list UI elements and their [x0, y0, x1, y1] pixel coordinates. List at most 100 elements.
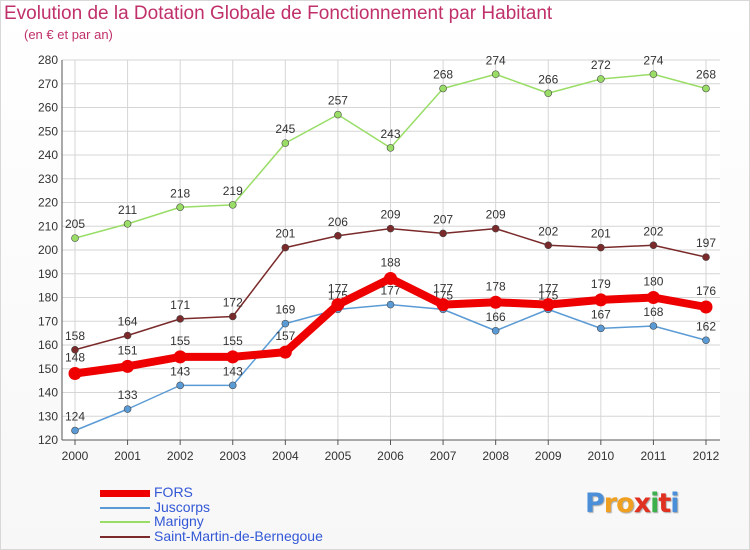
data-point	[71, 234, 79, 242]
legend-swatch	[100, 521, 150, 523]
y-tick-label: 150	[38, 362, 58, 376]
data-point	[386, 224, 395, 233]
x-tick-label: 2008	[482, 449, 509, 463]
data-point	[123, 405, 132, 413]
data-point	[386, 144, 395, 152]
data-label: 245	[275, 122, 295, 136]
data-label: 209	[486, 208, 506, 222]
x-tick-label: 2012	[693, 449, 720, 463]
x-tick-label: 2002	[167, 449, 194, 463]
data-label: 162	[696, 319, 716, 333]
data-point	[71, 345, 79, 354]
data-point	[176, 381, 184, 390]
data-point	[281, 139, 290, 147]
legend-label: Marigny	[154, 513, 204, 529]
y-tick-label: 240	[38, 148, 58, 162]
data-point	[71, 426, 79, 435]
data-point	[436, 298, 450, 312]
logo-letter: o	[616, 488, 635, 519]
y-tick-label: 190	[38, 267, 58, 281]
x-tick-label: 2006	[377, 449, 404, 463]
chart-subtitle: (en € et par an)	[24, 27, 113, 42]
y-tick-label: 180	[38, 291, 58, 305]
y-tick-label: 130	[38, 409, 58, 423]
data-label: 168	[643, 305, 663, 319]
logo-letter: r	[603, 488, 617, 519]
x-tick-label: 2003	[219, 449, 246, 463]
legend-label: FORS	[154, 484, 193, 500]
data-label: 176	[696, 284, 716, 298]
data-point	[334, 110, 342, 119]
data-label: 172	[223, 296, 243, 310]
chart-title: Evolution de la Dotation Globale de Fonc…	[4, 3, 553, 24]
data-label: 133	[118, 388, 138, 402]
legend-swatch	[100, 535, 150, 538]
y-tick-label: 210	[38, 219, 58, 233]
data-label: 155	[223, 334, 243, 348]
data-point	[544, 89, 553, 98]
data-label: 206	[328, 215, 348, 229]
data-label: 179	[591, 277, 611, 291]
x-tick-label: 2010	[587, 449, 614, 463]
y-tick-label: 200	[38, 243, 58, 257]
data-point	[594, 293, 608, 307]
data-point	[491, 224, 500, 233]
y-tick-label: 280	[38, 53, 58, 67]
data-point	[544, 241, 553, 250]
data-point	[384, 272, 397, 285]
y-tick-label: 230	[38, 172, 58, 186]
data-point	[649, 241, 658, 250]
data-point	[699, 300, 713, 314]
data-point	[226, 350, 240, 364]
data-label: 268	[433, 68, 453, 82]
logo-letter: x	[633, 488, 651, 519]
y-tick-label: 260	[38, 101, 58, 115]
x-tick-label: 2001	[114, 449, 141, 463]
logo-letter: i	[650, 488, 659, 519]
data-point	[278, 345, 292, 359]
data-label: 274	[486, 53, 506, 67]
data-label: 177	[328, 282, 348, 296]
data-label: 167	[591, 307, 611, 321]
data-point	[281, 243, 290, 252]
data-point	[702, 253, 710, 261]
y-tick-label: 270	[38, 77, 58, 91]
data-label: 202	[643, 224, 663, 238]
data-label: 178	[486, 279, 506, 293]
data-label: 218	[170, 186, 190, 200]
data-label: 188	[380, 256, 400, 270]
data-label: 175	[538, 288, 558, 302]
data-label: 266	[538, 72, 558, 86]
data-point	[281, 319, 290, 328]
data-label: 205	[65, 217, 85, 231]
data-label: 243	[380, 127, 400, 141]
data-point	[649, 322, 658, 330]
data-label: 166	[486, 310, 506, 324]
data-point	[702, 336, 710, 345]
data-label: 151	[118, 343, 138, 357]
data-label: 171	[170, 298, 190, 312]
data-point	[68, 367, 82, 380]
data-label: 143	[170, 364, 190, 378]
y-tick-label: 170	[38, 314, 58, 328]
x-tick-label: 2000	[62, 449, 89, 463]
data-label: 274	[643, 53, 663, 67]
data-label: 164	[118, 315, 138, 329]
y-tick-label: 140	[38, 386, 58, 400]
logo-letter: t	[658, 488, 671, 519]
proxiti-logo: Proxiti	[585, 488, 680, 519]
data-point	[491, 70, 500, 79]
data-label: 177	[433, 282, 453, 296]
data-point	[331, 298, 345, 312]
data-label: 177	[380, 284, 400, 298]
y-tick-label: 250	[38, 124, 58, 138]
data-label: 148	[65, 351, 85, 365]
data-point	[649, 70, 658, 79]
data-label: 211	[118, 203, 137, 217]
data-point	[439, 229, 447, 238]
x-tick-label: 2011	[641, 449, 667, 463]
data-point	[646, 291, 660, 304]
data-point	[597, 75, 605, 83]
data-point	[176, 203, 184, 212]
